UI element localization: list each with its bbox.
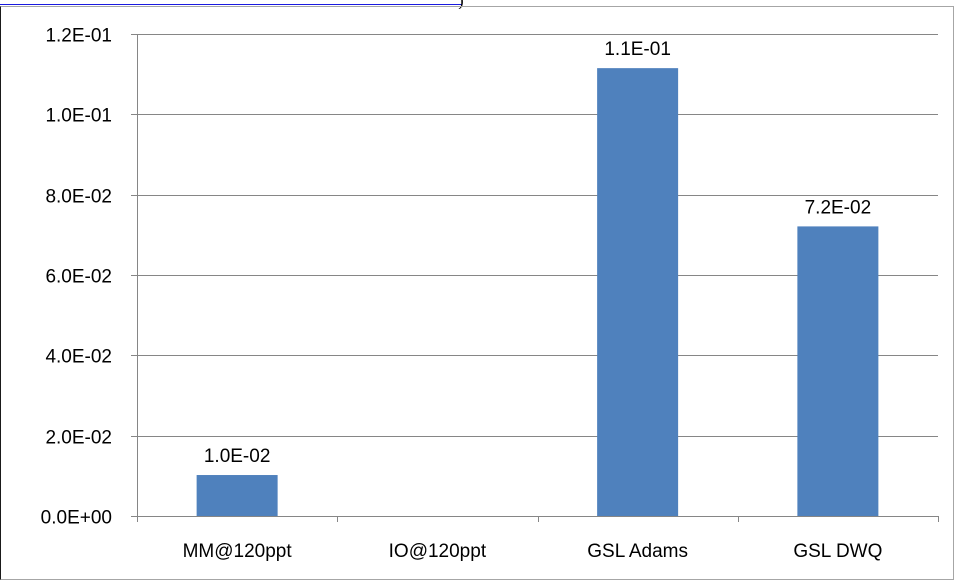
- data-labels: 1.0E-02 1.1E-01 7.2E-02: [204, 39, 871, 467]
- bar-gsl-dwq: [797, 226, 879, 517]
- y-tick-label: 4.0E-02: [45, 347, 112, 368]
- x-tick-label: GSL Adams: [587, 541, 688, 562]
- data-label: 7.2E-02: [805, 197, 872, 218]
- y-tick-labels: 0.0E+00 2.0E-02 4.0E-02 6.0E-02 8.0E-02 1.0E-…: [41, 26, 112, 529]
- data-label: 1.1E-01: [604, 39, 671, 60]
- chart-frame: [0, 6, 954, 580]
- top-link-fragment[interactable]: ): [0, 0, 470, 9]
- x-tick-label: GSL DWQ: [793, 541, 882, 562]
- x-tick-label: IO@120ppt: [389, 541, 487, 562]
- x-tick-labels: MM@120ppt IO@120ppt GSL Adams GSL DWQ: [183, 541, 883, 562]
- x-tick-label: MM@120ppt: [183, 541, 293, 562]
- gridlines: [137, 34, 938, 437]
- bar-mm-120ppt: [196, 475, 278, 516]
- bar-gsl-adams: [597, 68, 679, 517]
- axes: [131, 34, 939, 522]
- closing-parenthesis: ): [458, 0, 464, 9]
- y-tick-label: 1.0E-01: [45, 106, 112, 127]
- y-tick-label: 2.0E-02: [45, 428, 112, 449]
- y-tick-label: 1.2E-01: [45, 26, 112, 47]
- y-tick-label: 0.0E+00: [41, 508, 112, 529]
- bars: [196, 68, 879, 517]
- data-label: 1.0E-02: [204, 446, 271, 467]
- link-underline: [0, 4, 462, 5]
- y-tick-label: 8.0E-02: [45, 187, 112, 208]
- y-tick-label: 6.0E-02: [45, 267, 112, 288]
